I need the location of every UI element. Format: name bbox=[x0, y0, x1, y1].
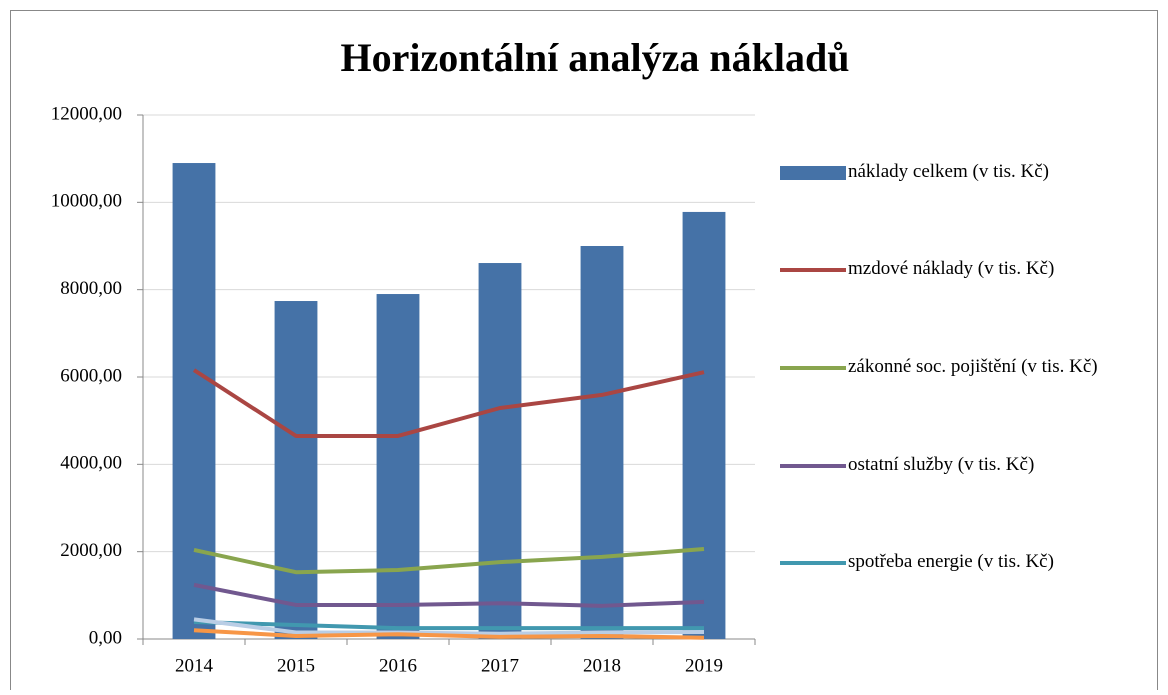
bar bbox=[478, 263, 522, 639]
y-tick-label: 4000,00 bbox=[60, 453, 122, 474]
legend-item: ostatní služby (v tis. Kč) bbox=[780, 453, 1150, 477]
x-tick-label: 2017 bbox=[481, 655, 519, 676]
legend-swatch bbox=[780, 268, 846, 272]
x-tick-label: 2016 bbox=[379, 655, 417, 676]
x-tick-label: 2018 bbox=[583, 655, 621, 676]
legend-label: zákonné soc. pojištění (v tis. Kč) bbox=[848, 356, 1098, 377]
y-tick-label: 0,00 bbox=[89, 627, 122, 648]
line-series bbox=[193, 617, 705, 636]
y-tick-label: 6000,00 bbox=[60, 365, 122, 386]
legend-label: ostatní služby (v tis. Kč) bbox=[848, 454, 1035, 475]
line-series bbox=[193, 628, 705, 640]
bar bbox=[580, 246, 624, 639]
bar bbox=[172, 163, 216, 640]
y-tick-label: 8000,00 bbox=[60, 278, 122, 299]
x-tick-label: 2015 bbox=[277, 655, 315, 676]
bar bbox=[682, 211, 726, 639]
x-tick-label: 2014 bbox=[175, 655, 214, 676]
legend-label: mzdové náklady (v tis. Kč) bbox=[848, 258, 1055, 279]
legend-item: zákonné soc. pojištění (v tis. Kč) bbox=[780, 355, 1150, 379]
y-tick-label: 10000,00 bbox=[51, 191, 122, 212]
legend-item: mzdové náklady (v tis. Kč) bbox=[780, 257, 1150, 281]
line-series bbox=[193, 619, 704, 631]
line-series bbox=[193, 582, 705, 608]
legend-swatch bbox=[780, 366, 846, 370]
line-series bbox=[192, 368, 705, 438]
y-tick-label: 2000,00 bbox=[60, 540, 122, 561]
legend-item: náklady celkem (v tis. Kč) bbox=[780, 160, 1150, 184]
legend-label: náklady celkem (v tis. Kč) bbox=[848, 161, 1050, 182]
legend-swatch bbox=[780, 464, 846, 468]
legend-label: spotřeba energie (v tis. Kč) bbox=[848, 551, 1054, 572]
y-tick-label: 12000,00 bbox=[51, 103, 122, 124]
line-series bbox=[193, 547, 705, 575]
legend-swatch bbox=[780, 561, 846, 565]
x-tick-label: 2019 bbox=[685, 655, 723, 676]
legend-swatch bbox=[780, 166, 846, 180]
bar bbox=[376, 294, 420, 639]
legend-item: spotřeba energie (v tis. Kč) bbox=[780, 550, 1150, 574]
chart-title: Horizontální analýza nákladů bbox=[341, 35, 850, 80]
bar bbox=[274, 301, 318, 639]
